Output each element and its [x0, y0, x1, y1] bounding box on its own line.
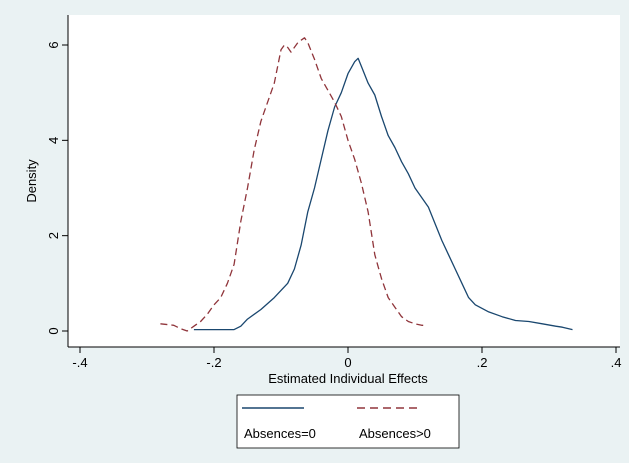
x-axis-title: Estimated Individual Effects: [268, 371, 428, 386]
x-tick-label: -.4: [72, 355, 87, 370]
y-tick-label: 2: [46, 232, 61, 239]
x-tick-label: .4: [611, 355, 622, 370]
x-tick-label: .2: [477, 355, 488, 370]
y-tick-label: 0: [46, 327, 61, 334]
y-tick-label: 4: [46, 137, 61, 144]
series-layer: [160, 37, 573, 332]
x-tick-label: 0: [344, 355, 351, 370]
y-axis-title: Density: [24, 159, 39, 203]
y-axis-ticks: 0 2 4 6: [46, 41, 68, 335]
legend-label-absences-gt0: Absences>0: [359, 426, 431, 441]
series-line-absences-gt0: [160, 37, 425, 332]
plot-area-background: [68, 15, 620, 347]
x-tick-label: -.2: [206, 355, 221, 370]
y-tick-label: 6: [46, 41, 61, 48]
legend-box: [236, 394, 460, 449]
x-axis-ticks: -.4 -.2 0 .2 .4: [72, 347, 621, 370]
series-line-absences-0: [193, 57, 573, 331]
legend-label-absences-0: Absences=0: [244, 426, 316, 441]
legend: Absences=0 Absences>0: [236, 394, 460, 449]
